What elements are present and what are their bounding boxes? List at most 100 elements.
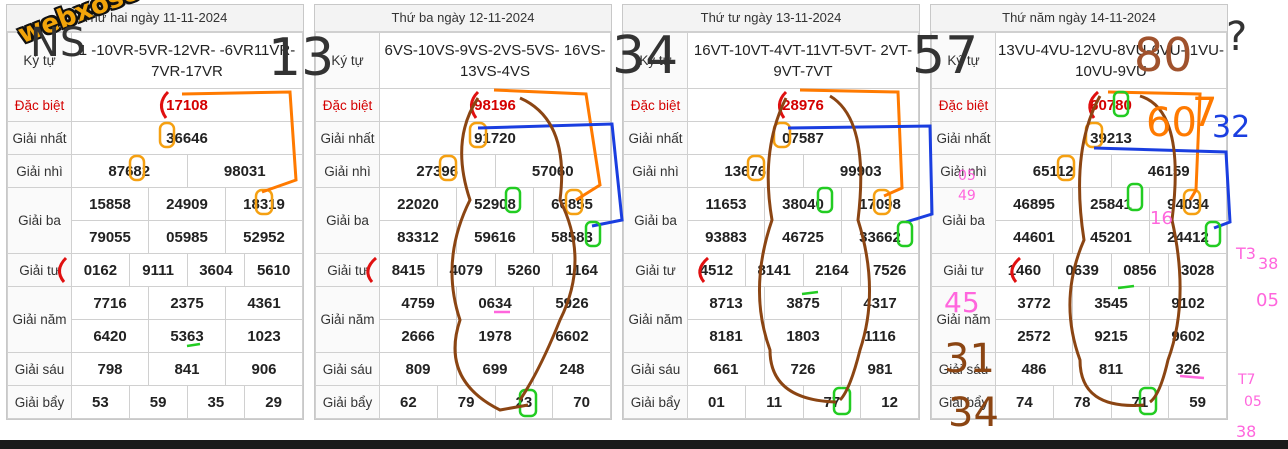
label-dac_biet: Đặc biệt: [7, 88, 72, 122]
third-prize-number: 25841: [1072, 187, 1150, 221]
panel-date: Thứ tư ngày 13-11-2024: [623, 5, 919, 32]
third-prize-number: 45201: [1072, 220, 1150, 254]
label-giai_nam: Giải năm: [315, 286, 380, 353]
third-prize-number: 93883: [687, 220, 765, 254]
note-31: 31: [944, 336, 995, 382]
bottom-bar: [0, 440, 1288, 449]
ky-tu-codes: 13VU-4VU-12VU-8VU-6VU- 1VU-10VU-9VU: [995, 32, 1227, 89]
sixth-prize-number: 486: [995, 352, 1073, 386]
seventh-prize-number: 62: [379, 385, 438, 419]
note-60: 60: [1146, 100, 1197, 146]
label-giai_sau: Giải sáu: [623, 352, 688, 386]
note-34: 34: [612, 26, 679, 86]
fifth-prize-number: 1116: [841, 319, 919, 353]
label-giai_tu: Giải tư: [315, 253, 380, 287]
third-prize-number: 83312: [379, 220, 457, 254]
fourth-prize-number: 9111: [128, 253, 188, 287]
label-giai_nhat: Giải nhất: [7, 121, 72, 155]
third-prize-number: 59616: [456, 220, 534, 254]
label-giai_sau: Giải sáu: [7, 352, 72, 386]
fourth-prize-number: 0639: [1052, 253, 1112, 287]
third-prize-number: 38040: [764, 187, 842, 221]
label-ky_tu: Ký tự: [7, 32, 72, 89]
third-prize-number: 46725: [764, 220, 842, 254]
ky-tu-codes: 16VT-10VT-4VT-11VT-5VT- 2VT-9VT-7VT: [687, 32, 919, 89]
sixth-prize-number: 811: [1072, 352, 1150, 386]
label-giai_sau: Giải sáu: [931, 352, 996, 386]
note-question: ?: [1226, 14, 1248, 60]
label-giai_nhat: Giải nhất: [315, 121, 380, 155]
label-giai_tu: Giải tư: [931, 253, 996, 287]
fifth-prize-number: 9215: [1072, 319, 1150, 353]
fifth-prize-number: 3875: [764, 286, 842, 320]
label-giai_nhi: Giải nhì: [7, 154, 72, 188]
first-prize-number: 36646: [71, 121, 303, 155]
third-prize-number: 66855: [533, 187, 611, 221]
third-prize-number: 05985: [148, 220, 226, 254]
second-prize-number: 57060: [494, 154, 611, 188]
label-giai_ba: Giải ba: [7, 187, 72, 254]
label-giai_nhi: Giải nhì: [931, 154, 996, 188]
sixth-prize-number: 809: [379, 352, 457, 386]
fifth-prize-number: 8181: [687, 319, 765, 353]
seventh-prize-number: 79: [436, 385, 496, 419]
third-prize-number: 58583: [533, 220, 611, 254]
seventh-prize-number: 59: [128, 385, 188, 419]
fifth-prize-number: 1023: [225, 319, 303, 353]
sixth-prize-number: 906: [225, 352, 303, 386]
seventh-prize-number: 74: [995, 385, 1054, 419]
third-prize-number: 11653: [687, 187, 765, 221]
fourth-prize-number: 0162: [71, 253, 130, 287]
fifth-prize-number: 4759: [379, 286, 457, 320]
fourth-prize-number: 4079: [436, 253, 496, 287]
second-prize-number: 27396: [379, 154, 496, 188]
note-7: 7: [1192, 90, 1218, 136]
fifth-prize-number: 1803: [764, 319, 842, 353]
sixth-prize-number: 981: [841, 352, 919, 386]
third-prize-number: 24909: [148, 187, 226, 221]
fifth-prize-number: 2375: [148, 286, 226, 320]
label-giai_nhi: Giải nhì: [315, 154, 380, 188]
third-prize-number: 44601: [995, 220, 1073, 254]
fifth-prize-number: 6602: [533, 319, 611, 353]
third-prize-number: 52952: [225, 220, 303, 254]
second-prize-number: 98031: [186, 154, 303, 188]
fourth-prize-number: 2164: [802, 253, 862, 287]
seventh-prize-number: 53: [71, 385, 130, 419]
seventh-prize-number: 23: [494, 385, 554, 419]
fourth-prize-number: 0856: [1110, 253, 1170, 287]
seventh-prize-number: 01: [687, 385, 746, 419]
label-giai_bay: Giải bẩy: [931, 385, 996, 419]
sixth-prize-number: 248: [533, 352, 611, 386]
sixth-prize-number: 326: [1149, 352, 1227, 386]
fourth-prize-number: 1164: [552, 253, 611, 287]
third-prize-number: 22020: [379, 187, 457, 221]
label-giai_sau: Giải sáu: [315, 352, 380, 386]
ky-tu-codes: 1 -10VR-5VR-12VR- -6VR11VR-7VR-17VR: [71, 32, 303, 89]
fourth-prize-number: 8415: [379, 253, 438, 287]
fifth-prize-number: 6420: [71, 319, 149, 353]
third-prize-number: 52908: [456, 187, 534, 221]
seventh-prize-number: 78: [1052, 385, 1112, 419]
third-prize-number: 79055: [71, 220, 149, 254]
special-prize-number: 98196: [379, 88, 611, 122]
label-giai_ba: Giải ba: [315, 187, 380, 254]
seventh-prize-number: 35: [186, 385, 246, 419]
fifth-prize-number: 9602: [1149, 319, 1227, 353]
note-38a: 38: [1258, 254, 1279, 273]
label-giai_ba: Giải ba: [931, 187, 996, 254]
first-prize-number: 07587: [687, 121, 919, 155]
fifth-prize-number: 7716: [71, 286, 149, 320]
note-80: 80: [1134, 28, 1193, 82]
label-dac_biet: Đặc biệt: [931, 88, 996, 122]
third-prize-number: 18319: [225, 187, 303, 221]
special-prize-number: 17108: [71, 88, 303, 122]
sixth-prize-number: 841: [148, 352, 226, 386]
note-05c: 05: [1244, 394, 1262, 410]
label-giai_nhat: Giải nhất: [623, 121, 688, 155]
note-05b: 05: [1256, 290, 1279, 311]
label-giai_tu: Giải tư: [7, 253, 72, 287]
note-32: 32: [1212, 110, 1251, 145]
panel-date: Thứ hai ngày 11-11-2024: [7, 5, 303, 32]
third-prize-number: 33662: [841, 220, 919, 254]
